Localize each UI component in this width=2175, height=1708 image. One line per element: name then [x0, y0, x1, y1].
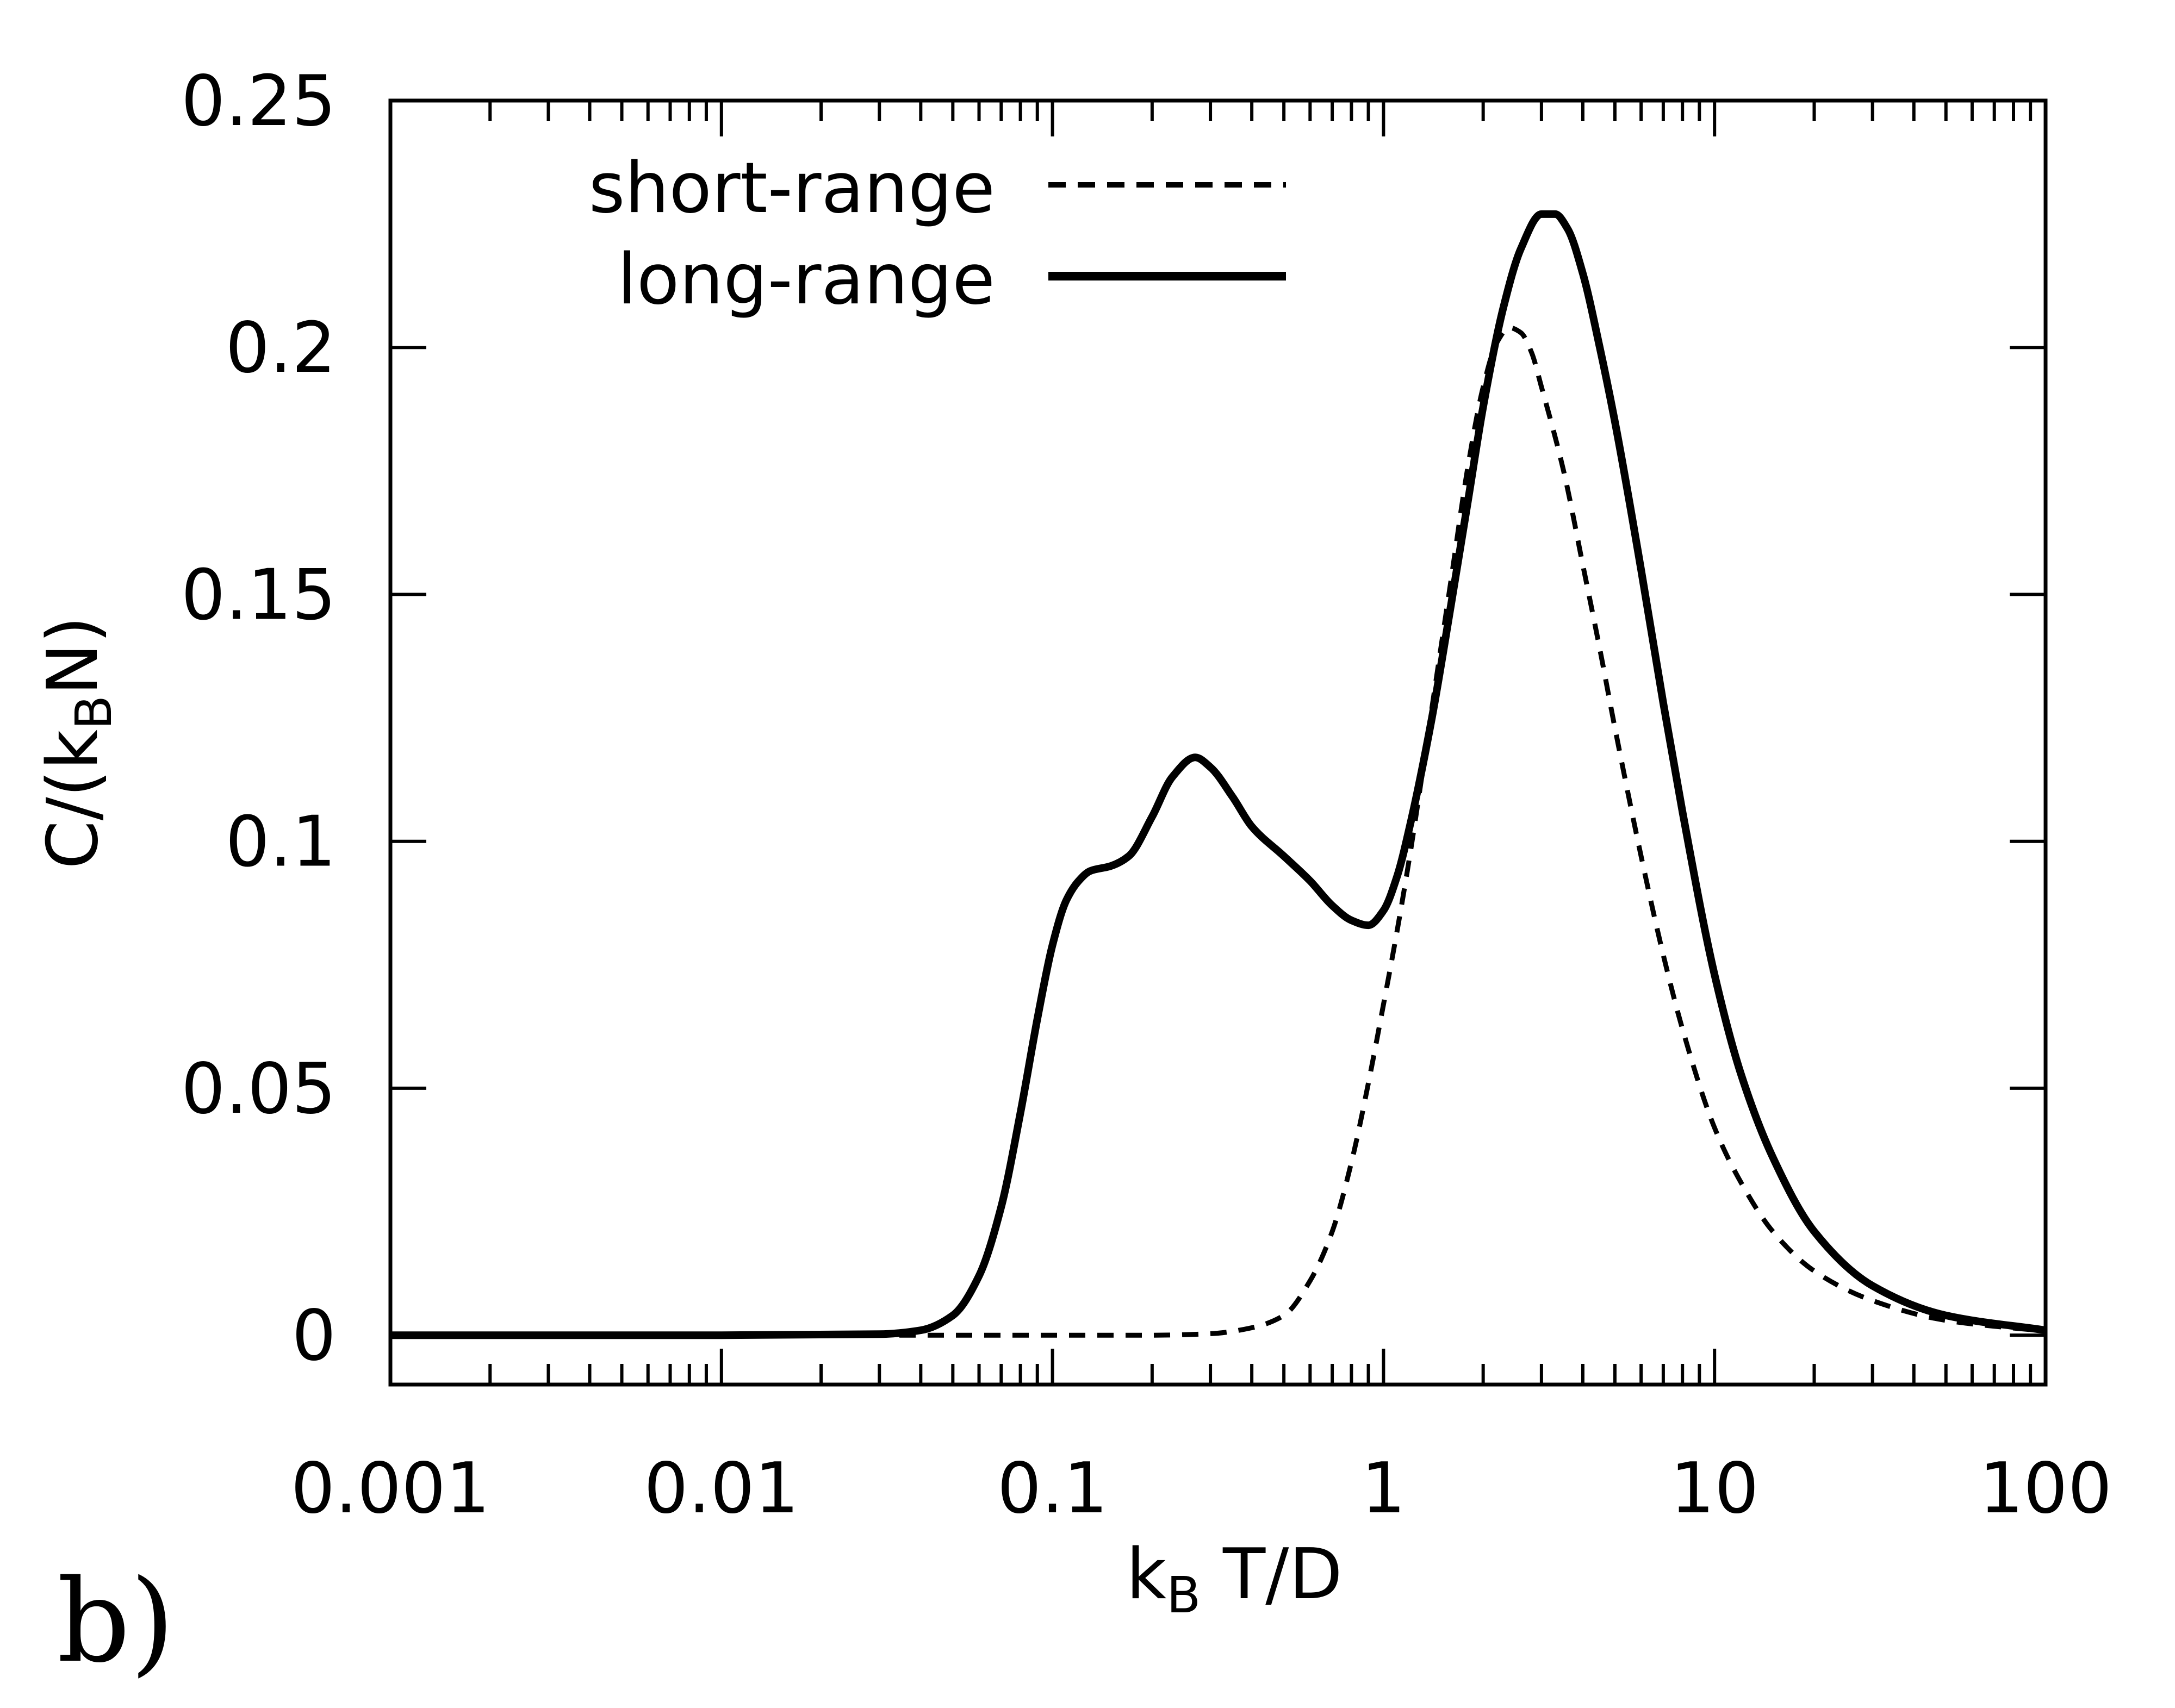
y-axis-label-subscript: B	[65, 695, 123, 730]
y-tick-label: 0.1	[225, 802, 336, 883]
legend: short-range long-range	[589, 148, 1286, 320]
x-tick-label: 0.01	[644, 1448, 799, 1529]
series-line-short-range	[390, 325, 2046, 1338]
y-tick-label: 0.25	[181, 61, 336, 142]
x-tick-label: 10	[1670, 1448, 1759, 1529]
panel-label: b)	[57, 1555, 175, 1688]
legend-label-short-range: short-range	[589, 148, 995, 229]
x-tick-label: 1	[1362, 1448, 1406, 1529]
x-axis-label-subscript: B	[1166, 1566, 1201, 1624]
y-tick-label: 0.2	[225, 308, 336, 389]
y-axis-label: C/(kBN)	[33, 616, 123, 869]
legend-label-long-range: long-range	[617, 239, 995, 320]
y-tick-label: 0.05	[181, 1049, 336, 1130]
x-tick-label: 0.001	[291, 1448, 490, 1529]
series-lines	[390, 210, 2047, 1339]
x-tick-label: 0.1	[997, 1448, 1108, 1529]
plot-frame	[388, 98, 2048, 1387]
series-line-long-range	[390, 210, 2047, 1339]
y-tick-label: 0	[292, 1295, 336, 1376]
y-tick-label: 0.15	[181, 554, 336, 635]
x-axis-label: kB T/D	[1126, 1534, 1343, 1624]
x-tick-label: 100	[1979, 1448, 2112, 1529]
tick-labels: 0.001 0.01 0.1 1 10 100 0 0.05 0.1 0.15 0.2 0.25	[181, 61, 2112, 1529]
